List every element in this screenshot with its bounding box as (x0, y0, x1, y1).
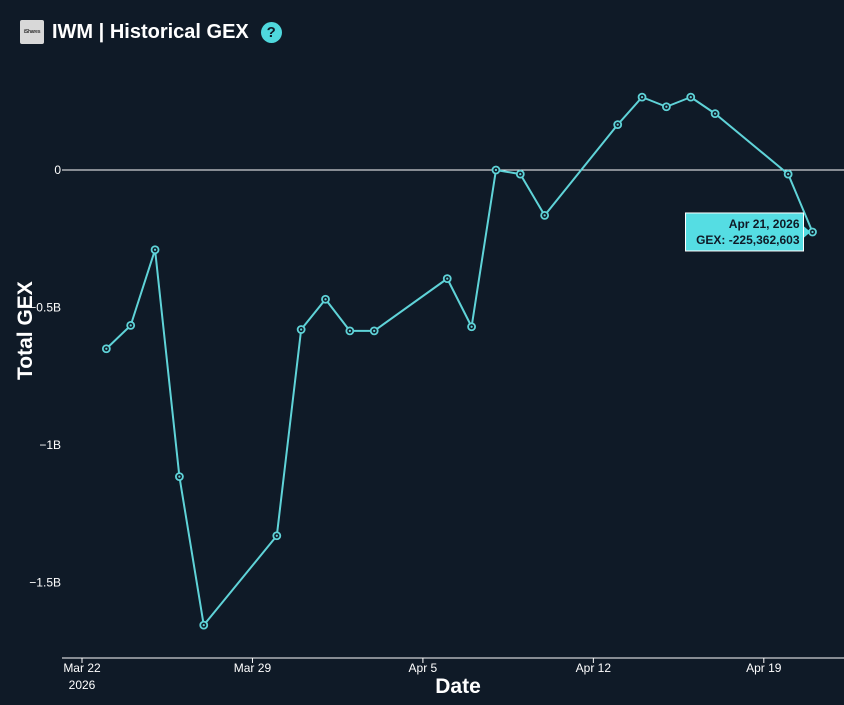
x-tick-label: Mar 29 (234, 661, 272, 675)
y-tick-label: −1B (39, 438, 61, 452)
data-point-center (324, 298, 327, 301)
data-point-center (811, 230, 814, 234)
data-point-center (494, 168, 498, 172)
data-point-center (275, 534, 278, 537)
tooltip-date: Apr 21, 2026 (729, 217, 800, 231)
help-glyph: ? (266, 23, 276, 41)
data-point-center (105, 347, 108, 350)
data-point-center (129, 324, 132, 327)
data-point-center (714, 112, 717, 115)
data-point-center (616, 123, 619, 126)
data-point-center (543, 214, 546, 217)
chart-title: IWM | Historical GEX (52, 21, 249, 44)
data-point-center (153, 248, 157, 251)
data-point-center (202, 624, 205, 627)
tooltip-pointer (803, 225, 811, 238)
data-point-center (373, 329, 376, 332)
y-tick-label: −0.5B (29, 301, 61, 315)
ticker-label: IWM (52, 20, 94, 43)
title-separator: | (98, 20, 105, 43)
data-point-center (470, 325, 473, 328)
x-tick-label: Apr 5 (409, 661, 438, 675)
data-point-center (446, 277, 449, 280)
x-tick-sublabel: 2026 (69, 678, 96, 692)
x-axis-title: Date (435, 675, 481, 698)
data-point-center (787, 173, 790, 176)
x-tick-label: Mar 22 (63, 661, 101, 675)
data-point-center (640, 96, 644, 99)
chart-header: iShares IWM | Historical GEX ? (20, 18, 282, 46)
help-icon[interactable]: ? (260, 21, 282, 43)
data-point-center (300, 328, 303, 331)
data-point-center (689, 96, 692, 99)
title-text: Historical GEX (109, 20, 249, 43)
tooltip-value: GEX: -225,362,603 (696, 233, 800, 247)
tooltip-box (685, 212, 804, 252)
data-point-center (178, 475, 181, 478)
y-tick-label: −1.5B (29, 576, 61, 590)
data-point-center (519, 173, 522, 176)
ishares-logo: iShares (20, 20, 44, 44)
x-tick-label: Apr 12 (576, 661, 612, 675)
y-tick-label: 0 (54, 163, 61, 177)
data-point-center (665, 105, 668, 108)
x-tick-label: Apr 19 (746, 661, 782, 675)
series-line (105, 96, 814, 627)
data-point-center (348, 329, 351, 332)
logo-text: iShares (23, 29, 41, 35)
